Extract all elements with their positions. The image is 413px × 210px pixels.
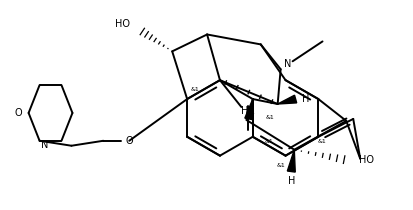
Text: H: H: [287, 176, 295, 186]
Text: &1: &1: [265, 139, 274, 144]
Polygon shape: [278, 95, 297, 104]
Text: H: H: [241, 106, 249, 116]
Text: N: N: [284, 59, 291, 69]
Text: HO: HO: [358, 155, 373, 165]
Text: &1: &1: [247, 110, 255, 116]
Text: &1: &1: [191, 87, 199, 92]
Text: O: O: [245, 109, 253, 119]
Text: O: O: [126, 136, 133, 146]
Text: HO: HO: [115, 18, 130, 29]
Text: O: O: [15, 108, 22, 118]
Text: H: H: [302, 94, 309, 104]
Text: &1: &1: [276, 163, 285, 168]
Text: &1: &1: [318, 139, 327, 144]
Text: N: N: [41, 140, 48, 150]
Text: &1: &1: [265, 116, 274, 120]
Polygon shape: [245, 99, 253, 120]
Polygon shape: [287, 150, 295, 172]
